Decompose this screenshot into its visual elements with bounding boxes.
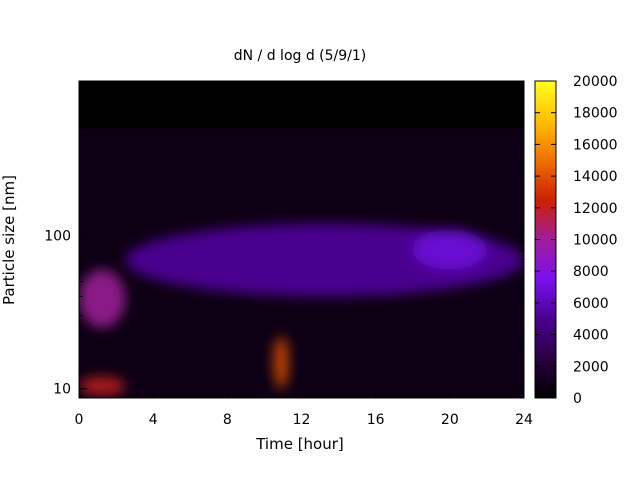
colorbar-tick-label: 0 bbox=[573, 391, 582, 407]
colorbar-tick-label: 12000 bbox=[573, 201, 618, 217]
heatmap-area bbox=[79, 81, 524, 398]
heatmap-feature-0 bbox=[79, 376, 126, 396]
x-axis-label: Time [hour] bbox=[255, 435, 344, 453]
y-tick-label: 100 bbox=[44, 229, 71, 245]
x-tick-label: 0 bbox=[75, 412, 84, 428]
chart-title: dN / d log d (5/9/1) bbox=[234, 48, 367, 64]
colorbar-tick-label: 4000 bbox=[573, 328, 609, 344]
colorbar-tick-label: 14000 bbox=[573, 169, 618, 185]
x-tick-label: 16 bbox=[367, 412, 385, 428]
x-tick-label: 8 bbox=[223, 412, 232, 428]
y-tick-label: 10 bbox=[53, 382, 71, 398]
colorbar-tick-label: 18000 bbox=[573, 106, 618, 122]
x-tick-label: 24 bbox=[515, 412, 533, 428]
colorbar-tick-label: 2000 bbox=[573, 359, 609, 375]
heatmap-feature-4 bbox=[412, 229, 487, 270]
y-axis-label: Particle size [nm] bbox=[0, 175, 18, 305]
colorbar-tick-label: 6000 bbox=[573, 296, 609, 312]
colorbar-tick-label: 10000 bbox=[573, 233, 618, 249]
y-axis: 10 100 bbox=[44, 88, 524, 398]
x-tick-label: 20 bbox=[441, 412, 459, 428]
colorbar-ticks: 0 2000 4000 6000 8000 10000 12000 14000 16000 180… bbox=[535, 74, 618, 407]
x-tick-label: 12 bbox=[293, 412, 311, 428]
x-axis: 0 4 8 12 16 20 24 bbox=[75, 81, 533, 428]
colorbar-tick-label: 8000 bbox=[573, 264, 609, 280]
heatmap-top-band bbox=[79, 81, 524, 129]
heatmap-feature-1 bbox=[79, 269, 126, 328]
colorbar-tick-label: 20000 bbox=[573, 74, 618, 90]
heatmap-feature-2 bbox=[273, 336, 289, 389]
colorbar-tick-label: 16000 bbox=[573, 137, 618, 153]
x-tick-label: 4 bbox=[149, 412, 158, 428]
